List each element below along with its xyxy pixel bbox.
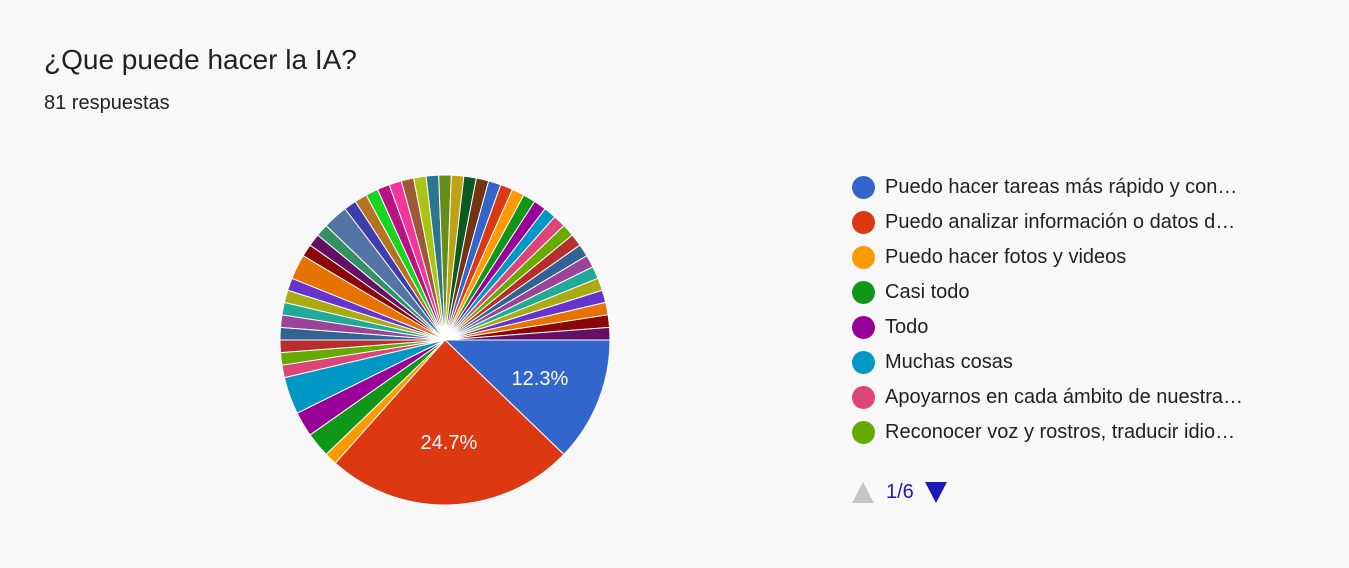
- legend-color-dot: [852, 421, 875, 444]
- pie-slice[interactable]: [444, 326, 611, 341]
- legend-item[interactable]: Todo: [852, 310, 1312, 345]
- legend-label: Casi todo: [885, 281, 970, 303]
- pie-slice[interactable]: [443, 339, 611, 456]
- legend-label: Puedo analizar información o datos d…: [885, 211, 1236, 233]
- legend-color-dot: [852, 316, 875, 339]
- page-indicator: 1/6: [886, 481, 914, 503]
- legend-color-dot: [852, 246, 875, 269]
- legend-label: Puedo hacer fotos y videos: [885, 246, 1127, 268]
- slice-percent-label: 24.7%: [421, 432, 478, 454]
- legend-item[interactable]: Casi todo: [852, 275, 1312, 310]
- legend-label: Apoyarnos en cada ámbito de nuestra…: [885, 386, 1243, 408]
- legend-pager: 1/6: [852, 481, 947, 504]
- pie-slice[interactable]: [334, 339, 565, 506]
- legend-color-dot: [852, 386, 875, 409]
- legend-label: Puedo hacer tareas más rápido y con…: [885, 176, 1238, 198]
- legend-item[interactable]: Puedo hacer tareas más rápido y con…: [852, 170, 1312, 205]
- legend-item[interactable]: Apoyarnos en cada ámbito de nuestra…: [852, 380, 1312, 415]
- legend-item[interactable]: Reconocer voz y rostros, traducir idio…: [852, 415, 1312, 450]
- response-count: 81 respuestas: [44, 92, 170, 114]
- legend-item[interactable]: Muchas cosas: [852, 345, 1312, 380]
- pie-chart: 12.3% 24.7%: [279, 174, 611, 506]
- legend-label: Muchas cosas: [885, 351, 1013, 373]
- legend-color-dot: [852, 281, 875, 304]
- previous-page-icon[interactable]: [852, 482, 874, 503]
- slice-percent-label: 12.3%: [512, 368, 569, 390]
- legend-label: Reconocer voz y rostros, traducir idio…: [885, 421, 1236, 443]
- legend-color-dot: [852, 211, 875, 234]
- legend-label: Todo: [885, 316, 929, 338]
- chart-title: ¿Que puede hacer la IA?: [44, 44, 357, 75]
- legend-color-dot: [852, 176, 875, 199]
- legend-color-dot: [852, 351, 875, 374]
- next-page-icon[interactable]: [924, 482, 947, 503]
- legend-item[interactable]: Puedo analizar información o datos d…: [852, 205, 1312, 240]
- legend-item[interactable]: Puedo hacer fotos y videos: [852, 240, 1312, 275]
- legend: Puedo hacer tareas más rápido y con… Pued…: [852, 170, 1312, 450]
